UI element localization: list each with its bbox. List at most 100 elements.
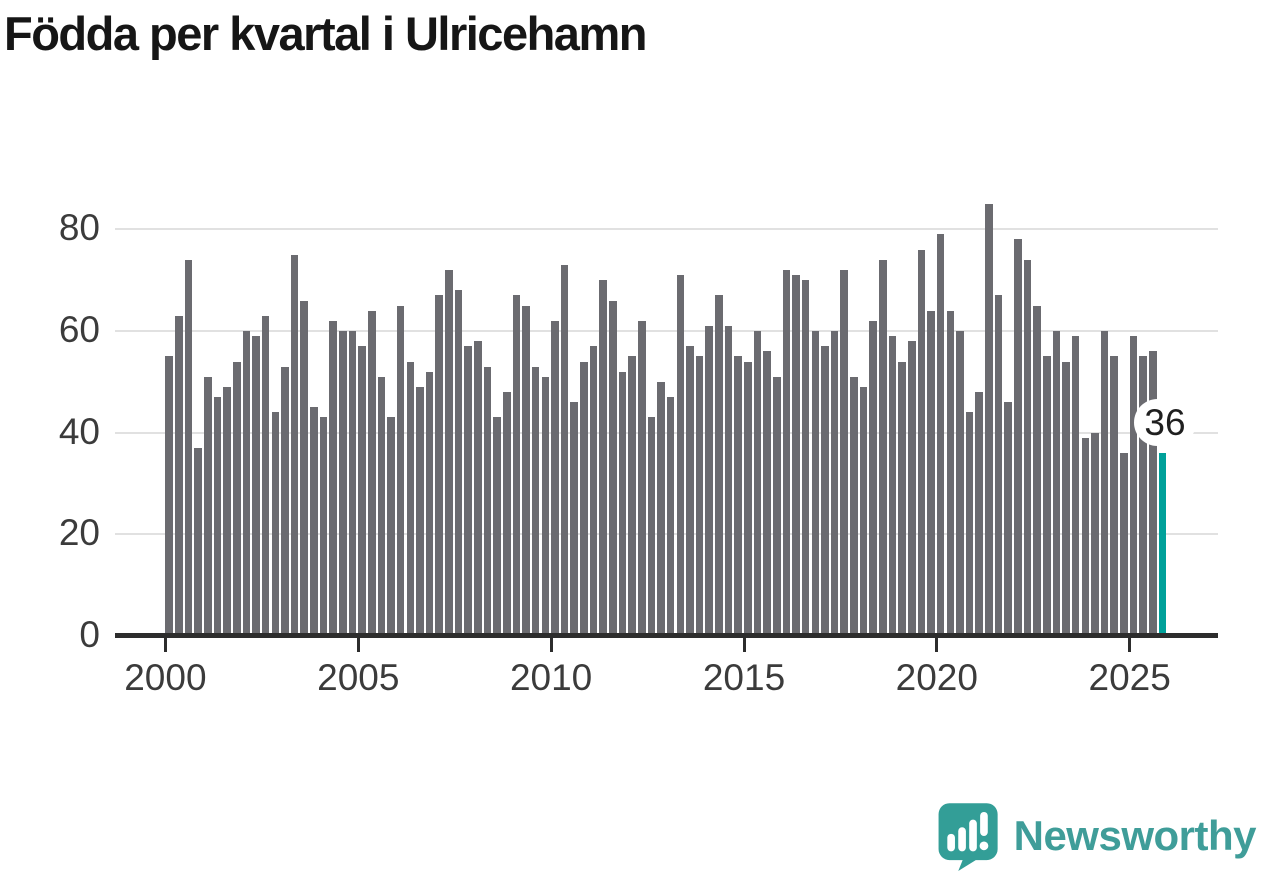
x-tick-label-2015: 2015 — [702, 657, 786, 698]
bar-2000-q4 — [194, 447, 202, 636]
x-tick-2000 — [163, 638, 167, 652]
newsworthy-bubble-chart-icon — [938, 803, 998, 871]
bar-2002-q2 — [252, 336, 260, 636]
bar-2009-q2 — [522, 305, 530, 636]
bar-2015-q2 — [753, 331, 762, 636]
bar-2001-q4 — [232, 361, 241, 636]
y-tick-label-80: 80 — [58, 207, 100, 249]
bar-2000-q1 — [165, 356, 174, 636]
y-tick-label-20: 20 — [58, 512, 100, 554]
bar-2021-q3 — [994, 295, 1003, 636]
bar-2019-q4 — [927, 310, 935, 636]
bar-2020-q1 — [936, 234, 945, 636]
bar-2015-q3 — [763, 351, 771, 636]
bar-2022-q4 — [1042, 356, 1051, 636]
bar-2017-q1 — [821, 346, 829, 636]
x-tick-2005 — [356, 638, 360, 652]
bar-2024-q4 — [1120, 453, 1128, 636]
bar-2001-q3 — [223, 386, 231, 636]
bar-2007-q1 — [435, 295, 444, 636]
x-tick-label-2025: 2025 — [1088, 657, 1171, 698]
x-tick-2015 — [742, 638, 746, 652]
bar-2004-q4 — [348, 331, 357, 636]
x-tick-label-2020: 2020 — [895, 657, 978, 698]
x-tick-label-2000: 2000 — [124, 657, 207, 698]
bar-2010-q1 — [551, 320, 559, 636]
bar-2021-q2 — [985, 203, 993, 636]
bar-2006-q3 — [416, 386, 424, 636]
chart-title: Födda per kvartal i Ulricehamn — [4, 7, 647, 60]
x-tick-label-2005: 2005 — [317, 657, 400, 698]
bar-2014-q2 — [715, 295, 723, 636]
bar-2000-q3 — [184, 259, 193, 636]
gridline-y-20 — [115, 533, 1218, 536]
y-tick-label-60: 60 — [58, 309, 100, 351]
bar-2001-q1 — [204, 376, 212, 636]
bar-2022-q3 — [1033, 305, 1041, 636]
bar-2011-q3 — [609, 300, 617, 636]
bar-2016-q1 — [782, 270, 791, 636]
bar-2011-q1 — [589, 346, 598, 636]
bar-2018-q2 — [869, 320, 877, 636]
bar-2024-q3 — [1110, 356, 1119, 636]
bar-2024-q1 — [1091, 432, 1099, 636]
x-axis-line — [115, 633, 1218, 638]
bar-2018-q1 — [859, 386, 868, 636]
bar-2014-q1 — [705, 325, 714, 636]
bar-2015-q4 — [772, 376, 781, 636]
bar-2006-q4 — [425, 371, 434, 636]
bar-2003-q2 — [290, 254, 299, 636]
bar-2008-q4 — [502, 392, 511, 636]
bar-2018-q3 — [879, 259, 887, 636]
bar-2014-q3 — [724, 325, 733, 636]
bar-2006-q2 — [406, 361, 415, 636]
bar-2013-q3 — [686, 346, 694, 636]
bar-2023-q1 — [1052, 331, 1061, 636]
bar-2017-q2 — [830, 331, 839, 636]
bar-2020-q2 — [946, 310, 955, 636]
bar-2012-q1 — [628, 356, 636, 636]
bar-2021-q1 — [975, 392, 984, 636]
bar-2020-q4 — [965, 412, 974, 636]
bar-2009-q3 — [531, 366, 540, 636]
x-tick-label-2010: 2010 — [509, 657, 593, 698]
y-tick-label-0: 0 — [79, 614, 100, 656]
bar-2022-q2 — [1023, 259, 1032, 636]
bar-2017-q4 — [850, 376, 858, 636]
bar-2008-q2 — [483, 366, 492, 636]
bar-2002-q3 — [261, 315, 270, 636]
bar-2025-q3 — [1149, 351, 1157, 636]
bar-2003-q1 — [281, 366, 289, 636]
x-tick-2025 — [1128, 638, 1132, 652]
bar-2009-q4 — [541, 376, 550, 636]
bar-2002-q1 — [242, 331, 251, 636]
bar-2007-q4 — [464, 346, 472, 636]
bar-2014-q4 — [734, 356, 742, 636]
bar-2007-q3 — [454, 290, 463, 636]
bar-2004-q1 — [319, 417, 328, 636]
bar-2011-q4 — [618, 371, 627, 636]
y-tick-label-40: 40 — [58, 410, 100, 452]
bar-2022-q1 — [1014, 239, 1022, 636]
bar-2003-q3 — [300, 300, 309, 636]
bar-2008-q3 — [493, 417, 501, 636]
bar-2004-q2 — [329, 320, 337, 636]
bar-2004-q3 — [339, 331, 347, 636]
bar-2003-q4 — [310, 407, 318, 636]
bar-2019-q2 — [907, 341, 916, 636]
bar-2025-q4 — [1158, 453, 1167, 636]
bar-2021-q4 — [1004, 402, 1012, 636]
bar-2020-q3 — [956, 331, 964, 636]
bar-2023-q4 — [1081, 437, 1090, 636]
bar-2005-q1 — [358, 346, 366, 636]
last-value-bubble: 36 — [1134, 399, 1196, 446]
bar-2001-q2 — [213, 397, 222, 636]
bar-2023-q2 — [1062, 361, 1070, 636]
gridline-y-40 — [115, 431, 1218, 434]
bar-2024-q2 — [1100, 331, 1109, 636]
bar-2010-q3 — [570, 402, 579, 636]
bar-2019-q3 — [917, 249, 926, 636]
bar-2006-q1 — [396, 305, 405, 636]
bar-2010-q4 — [580, 361, 588, 636]
